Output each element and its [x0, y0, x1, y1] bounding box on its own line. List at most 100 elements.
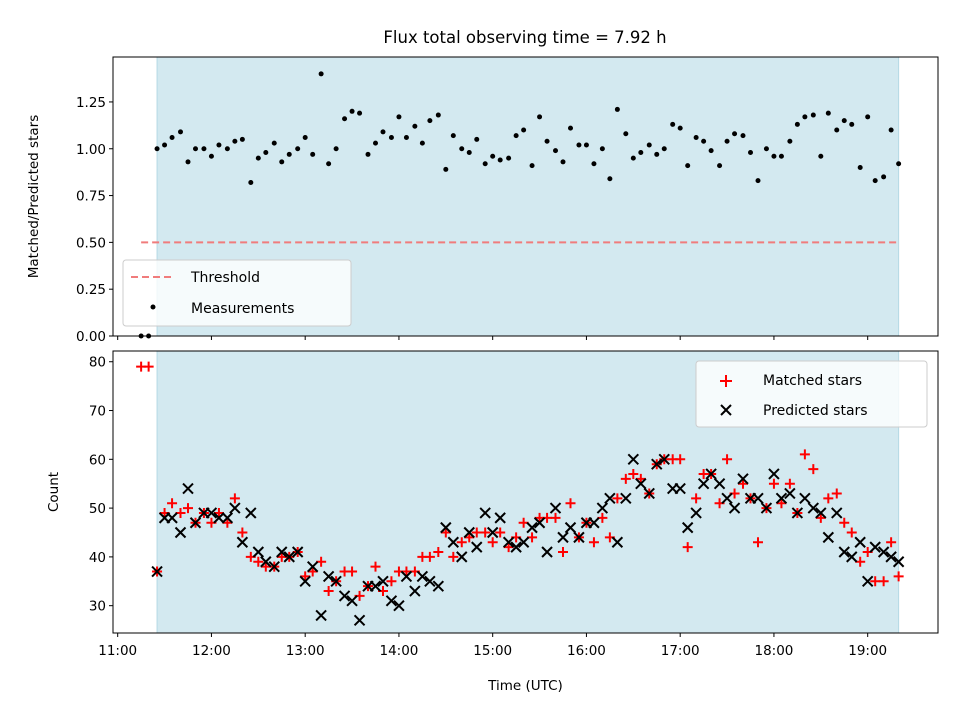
measurement-point: [857, 164, 863, 170]
measurement-point: [599, 146, 605, 152]
x-tick-label: 11:00: [98, 643, 137, 659]
predicted-star-point: [517, 536, 530, 548]
measurement-point: [279, 159, 285, 165]
measurement-point: [794, 121, 800, 127]
matched-star-point: [386, 576, 397, 587]
predicted-star-point: [283, 551, 295, 563]
measurement-point: [310, 151, 316, 157]
measurement-point: [787, 138, 793, 144]
matched-star-point: [487, 537, 498, 548]
predicted-star-point: [447, 536, 460, 548]
measurement-point: [435, 112, 441, 118]
predicted-star-point: [432, 580, 445, 592]
measurement-point: [497, 157, 503, 163]
matched-star-point: [503, 542, 514, 553]
y-tick-label: 80: [89, 355, 106, 371]
predicted-star-point: [245, 507, 257, 519]
matched-star-point: [237, 527, 248, 538]
predicted-star-point: [892, 556, 905, 568]
matched-star-point: [799, 449, 810, 460]
measurement-point: [373, 140, 378, 146]
predicted-star-point: [815, 507, 827, 519]
measurement-point: [255, 155, 261, 161]
predicted-star-point: [822, 531, 835, 544]
measurement-point: [763, 146, 769, 152]
predicted-star-point: [737, 473, 749, 485]
predicted-star-point: [775, 492, 788, 505]
predicted-star-point: [299, 575, 311, 587]
matched-star-point: [870, 576, 881, 587]
measurement-point: [521, 127, 527, 133]
measurement-point: [677, 125, 683, 131]
measurement-point: [537, 114, 543, 120]
predicted-star-point: [393, 599, 405, 612]
predicted-star-point: [502, 536, 515, 548]
ratio-plot-area: [138, 71, 902, 339]
ratio-legend: Threshold Measurements: [122, 259, 352, 327]
predicted-star-point: [189, 517, 202, 529]
measurement-point: [466, 149, 472, 155]
matched-star-point: [448, 551, 459, 562]
predicted-star-point: [620, 492, 632, 505]
measurements-legend-label: Measurements: [191, 301, 294, 317]
measurement-point: [302, 135, 308, 141]
predicted-star-point: [705, 468, 717, 480]
predicted-star-point: [400, 570, 413, 583]
predicted-star-point: [409, 585, 421, 597]
predicted-star-point: [807, 502, 820, 514]
matched-star-point: [839, 517, 850, 528]
predicted-star-point: [877, 546, 890, 558]
measurement-point: [544, 138, 550, 144]
predicted-star-point: [651, 458, 663, 470]
measurement-point: [825, 110, 831, 116]
measurement-point: [872, 178, 878, 184]
predicted-star-point: [260, 556, 272, 568]
predicted-star-point: [221, 512, 234, 524]
measurement-point: [841, 118, 847, 124]
matched-star-point: [768, 478, 779, 489]
predicted-star-point: [721, 492, 733, 505]
counts-y-axis-label: Count: [46, 472, 62, 512]
predicted-star-point: [471, 541, 483, 553]
measurement-point: [419, 140, 425, 146]
measurement-point: [513, 133, 519, 139]
measurement-point: [529, 163, 535, 169]
measurement-point: [443, 166, 449, 172]
predicted-star-point: [494, 512, 506, 524]
ratio-x-ticks: [117, 336, 869, 340]
measurement-point: [506, 155, 512, 161]
ratio-y-axis-label: Matched/Predicted stars: [26, 115, 42, 278]
measurement-point: [888, 127, 894, 133]
measurement-point: [216, 142, 222, 148]
predicted-star-point: [182, 482, 194, 495]
measurement-point: [208, 153, 214, 159]
predicted-star-point: [752, 492, 764, 505]
measurement-point: [778, 153, 784, 159]
measurement-point: [154, 146, 160, 152]
matched-star-point: [167, 498, 178, 509]
measurement-point: [748, 149, 753, 155]
matched-star-point: [260, 561, 271, 572]
predicted-star-point: [369, 580, 382, 592]
predicted-star-point: [322, 570, 335, 583]
predicted-star-point: [541, 546, 553, 558]
ratio-y-ticks: 0.00 0.25 0.50 0.75 1.00 1.25: [76, 95, 113, 345]
matched-star-point: [808, 464, 819, 475]
predicted-star-point: [276, 546, 288, 558]
predicted-star-point: [510, 541, 522, 553]
predicted-star-point: [728, 502, 741, 514]
counts-x-axis-label: Time (UTC): [487, 678, 563, 694]
matched-star-point: [691, 493, 702, 504]
x-tick-label: 18:00: [754, 643, 793, 659]
predicted-star-point: [681, 521, 694, 534]
predicted-star-point: [486, 526, 499, 539]
predicted-star-point: [791, 507, 804, 519]
measurement-point: [576, 142, 582, 148]
y-tick-label: 1.00: [76, 142, 106, 158]
predicted-star-point: [588, 517, 600, 529]
predicted-star-point: [784, 487, 796, 500]
predicted-star-point: [338, 590, 351, 602]
predicted-star-point: [885, 551, 897, 563]
matched-star-point: [588, 537, 599, 548]
predicted-star-point: [377, 575, 389, 587]
